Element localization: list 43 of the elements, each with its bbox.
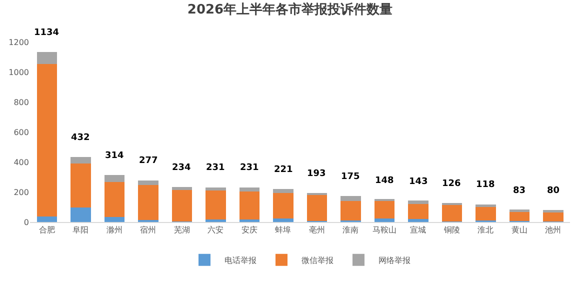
total-label: 277 [139,156,158,166]
y-tick-label: 1000 [8,68,29,77]
total-label: 175 [341,172,360,182]
total-label: 126 [442,179,461,189]
y-tick-label: 0 [24,218,29,227]
total-label: 148 [375,176,394,186]
total-label: 234 [172,163,191,173]
total-label: 83 [513,186,526,196]
x-tick-label: 淮南 [342,226,359,235]
x-tick-label: 阜阳 [72,226,89,235]
total-label: 231 [206,163,225,173]
y-tick-label: 200 [14,188,29,197]
legend-label: 电话举报 [224,256,256,266]
x-tick-label: 马鞍山 [372,226,396,235]
y-tick-label: 1200 [8,38,29,47]
y-tick-label: 400 [14,158,29,167]
total-label: 193 [307,169,326,179]
y-tick-label: 600 [14,128,29,137]
total-label: 432 [71,133,90,143]
x-tick-label: 滁州 [106,226,122,235]
y-tick-label: 800 [14,98,29,107]
x-tick-label: 芜湖 [174,226,190,235]
legend-label: 微信举报 [302,256,334,266]
chart-title: 2026年上半年各市举报投诉件数量 [187,1,393,18]
total-label: 143 [409,177,428,187]
x-tick-label: 宿州 [140,226,156,235]
total-label: 1134 [34,28,60,38]
legend-label: 网络举报 [378,256,410,266]
total-label: 231 [240,163,259,173]
total-label: 314 [105,151,124,161]
x-tick-label: 黄山 [511,226,528,235]
x-tick-label: 宣城 [410,226,426,235]
x-tick-label: 淮北 [478,226,494,235]
total-label: 221 [274,165,293,175]
x-tick-label: 六安 [208,226,224,235]
total-label: 80 [547,186,560,196]
x-tick-label: 铜陵 [442,226,460,235]
x-tick-label: 安庆 [241,226,258,235]
x-tick-label: 亳州 [308,226,325,235]
x-tick-label: 蚌埠 [275,226,292,235]
total-label: 118 [476,180,495,190]
x-tick-label: 合肥 [38,226,55,235]
x-tick-label: 池州 [545,226,562,235]
